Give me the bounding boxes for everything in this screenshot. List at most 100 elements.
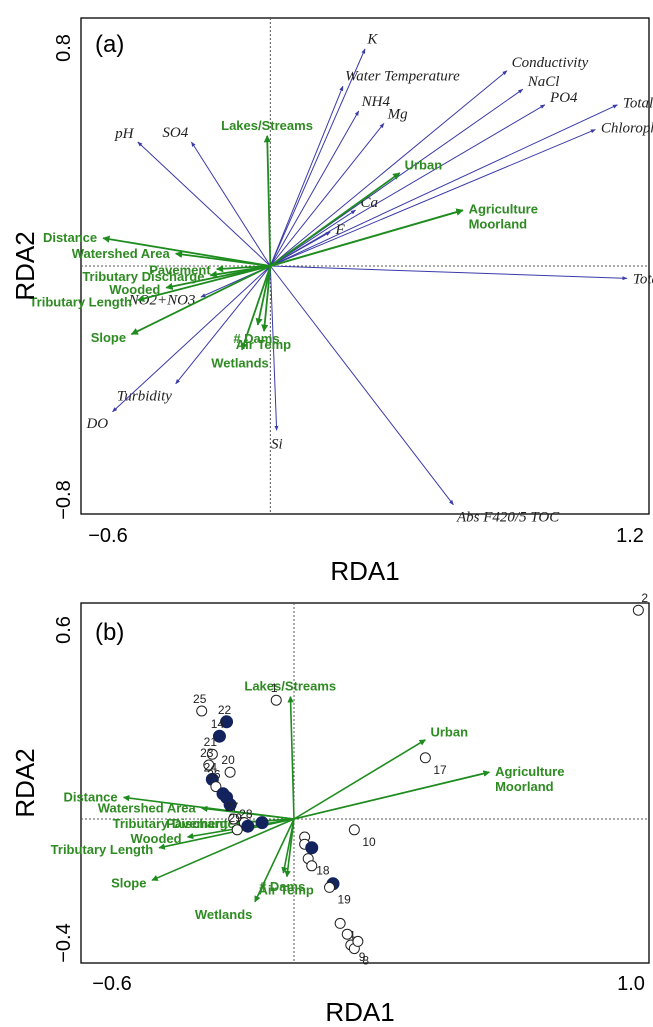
site-label-14: 14	[211, 717, 225, 731]
env-vector-slope	[130, 265, 271, 336]
env-label-tributary-discharge: Tributary Discharge	[82, 269, 204, 284]
env-label-slope: Slope	[111, 876, 146, 891]
site-point-22	[220, 715, 234, 729]
site-label-25: 25	[193, 692, 207, 706]
env-vector-slope	[151, 818, 295, 881]
species-vector-mg	[269, 123, 385, 267]
site-label-2: 2	[641, 591, 648, 605]
species-label-total-n: Total N	[633, 272, 653, 288]
x-tick-left-b: −0.6	[92, 973, 131, 995]
species-vector-water-temperature	[269, 85, 344, 267]
env-vector-moorland	[270, 208, 464, 267]
env-vector-urban	[293, 739, 426, 820]
site-label-8: 8	[362, 954, 369, 968]
env-label-urban: Urban	[405, 157, 443, 172]
env-label-lakes-streams: Lakes/Streams	[221, 118, 313, 133]
species-vector-so4	[191, 141, 271, 267]
species-vector-do	[112, 265, 271, 413]
species-vector-total-p	[270, 104, 618, 267]
site-point-unlabeled-13	[223, 798, 237, 812]
species-label-nh4: NH4	[361, 94, 391, 110]
site-label-9: 9	[359, 950, 366, 964]
y-tick-bottom-a: −0.8	[53, 480, 75, 519]
site-point-unlabeled-22	[305, 841, 319, 855]
env-label-moorland: Moorland	[469, 217, 528, 232]
species-vector-abs-f420-5-toc	[269, 265, 454, 506]
site-label-29: 29	[229, 811, 243, 825]
env-vector-tributary-length	[137, 265, 271, 302]
env-vector-tributary-length	[158, 818, 295, 850]
species-label-conductivity: Conductivity	[512, 55, 589, 71]
species-vector-f	[270, 231, 331, 267]
site-point-2	[632, 604, 644, 616]
species-vector-po4	[270, 104, 546, 267]
site-point-25	[196, 705, 208, 717]
env-vector-urban	[269, 172, 401, 267]
env-label-tributary-length: Tributary Length	[51, 842, 154, 857]
species-label-do: DO	[85, 416, 108, 432]
env-vector-wetlands	[240, 265, 272, 351]
y-axis-label-a: RDA2	[10, 231, 40, 300]
x-tick-right-b: 1.0	[617, 973, 645, 995]
site-point-unlabeled-28	[341, 928, 353, 940]
env-label-wetlands: Wetlands	[211, 355, 269, 370]
env-label-air-temp: Air Temp	[258, 883, 313, 898]
site-label-10: 10	[362, 835, 376, 849]
env-vector-air-temp	[284, 818, 295, 878]
site-label-17: 17	[433, 763, 447, 777]
env-label-distance: Distance	[63, 790, 117, 805]
species-vector-ph	[137, 141, 271, 267]
site-point-23	[203, 759, 215, 771]
species-vector-total-n	[270, 265, 628, 281]
panel-label-a: (a)	[95, 31, 124, 58]
site-label-1: 1	[271, 681, 278, 695]
env-label-lakes-streams: Lakes/Streams	[244, 679, 336, 694]
species-label-water-temperature: Water Temperature	[345, 69, 460, 85]
site-label-24: 24	[204, 760, 218, 774]
species-label-so4: SO4	[162, 125, 188, 141]
species-vector-k	[269, 48, 366, 267]
env-label-wooded: Wooded	[131, 831, 182, 846]
env-vector-moorland	[293, 770, 490, 820]
species-label-abs-f420-5-toc: Abs F420/5 TOC	[456, 509, 560, 525]
env-label-urban: Urban	[430, 725, 468, 740]
env-vector-watershed-area	[174, 250, 271, 267]
x-axis-label-b: RDA1	[325, 997, 394, 1027]
site-label-27: 27	[225, 800, 239, 814]
species-label-nacl: NaCl	[527, 74, 560, 90]
site-point-1	[270, 694, 282, 706]
site-label-19: 19	[338, 892, 352, 906]
species-label-ph: pH	[114, 126, 135, 142]
env-label-pavement: Pavement	[166, 816, 228, 831]
site-point-27	[228, 813, 240, 825]
species-label-chlorophyll-a: Chlorophyll a	[601, 120, 653, 136]
species-label-po4: PO4	[549, 90, 578, 106]
y-tick-top-b: 0.6	[53, 616, 75, 644]
site-label-21: 21	[204, 735, 218, 749]
env-vector-distance	[102, 235, 271, 267]
species-vector-conductivity	[270, 70, 508, 267]
env-label-watershed-area: Watershed Area	[72, 246, 171, 261]
env-vector-air-temp	[261, 265, 272, 332]
species-vector-si	[269, 265, 279, 431]
site-point-unlabeled-24	[306, 860, 318, 872]
site-point-21	[206, 748, 218, 760]
env-label-distance: Distance	[43, 230, 97, 245]
species-label-f: F	[335, 222, 346, 238]
x-tick-left-a: −0.6	[88, 525, 127, 547]
env-label-slope: Slope	[91, 330, 126, 345]
plot-frame-b	[80, 602, 650, 964]
y-tick-top-a: 0.8	[53, 34, 75, 62]
site-points-b: 12172522142123202426272829101819498	[193, 591, 648, 967]
y-tick-bottom-b: −0.4	[53, 923, 75, 962]
site-point-20	[224, 766, 236, 778]
species-label-k: K	[366, 32, 378, 48]
env-label-agriculture: Agriculture	[495, 764, 564, 779]
env-vector-wetlands	[254, 818, 295, 903]
env-label-tributary-length: Tributary Length	[29, 295, 132, 310]
env-label-agriculture: Agriculture	[469, 202, 538, 217]
env-vector-lakes-streams	[287, 695, 295, 820]
site-label-22: 22	[218, 703, 232, 717]
env-label-wetlands: Wetlands	[195, 907, 253, 922]
